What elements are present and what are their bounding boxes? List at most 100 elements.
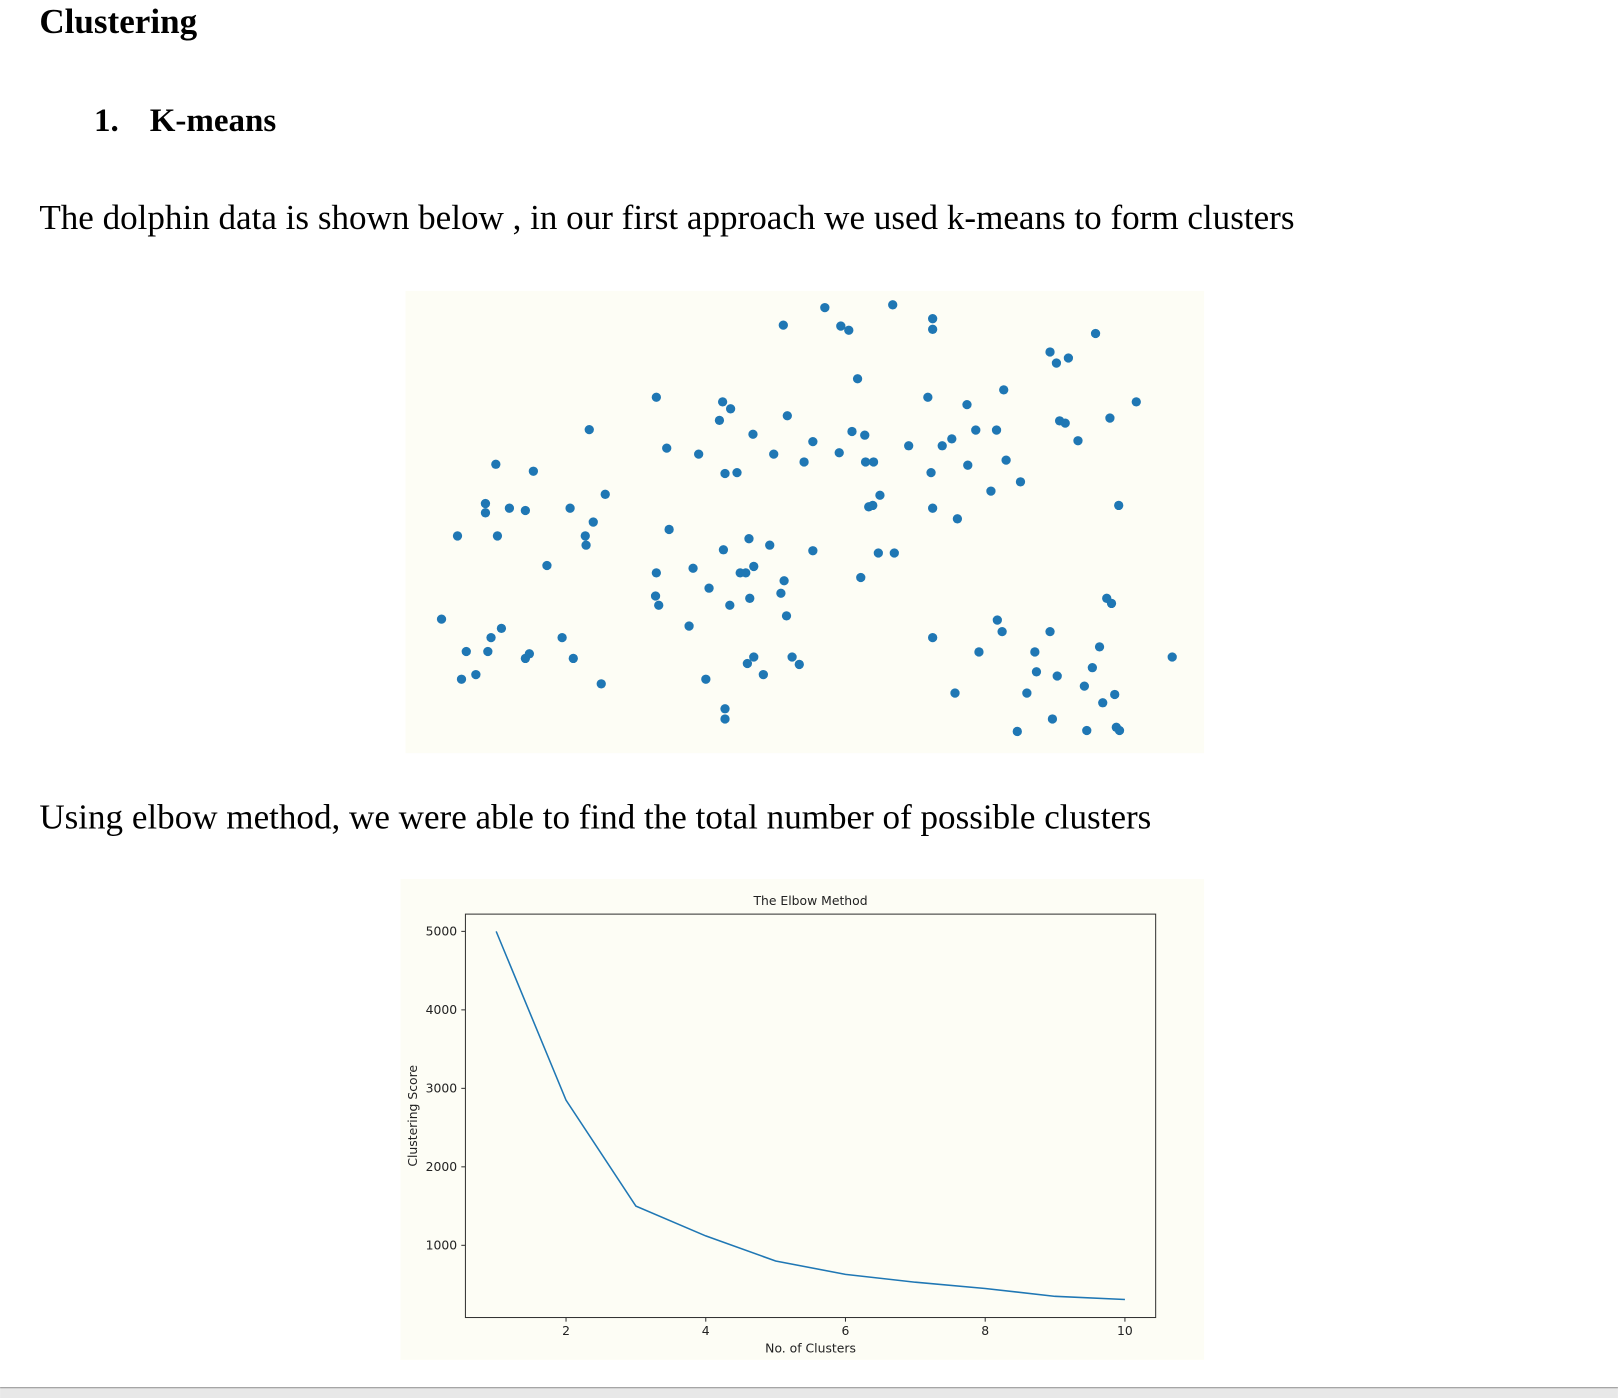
point xyxy=(732,467,742,478)
chart-title: The Elbow Method xyxy=(752,894,867,908)
point xyxy=(856,572,866,583)
point xyxy=(436,614,447,624)
point xyxy=(720,468,730,479)
point xyxy=(952,514,963,524)
point xyxy=(778,320,788,330)
x-tick-label: 4 xyxy=(702,1324,710,1338)
paragraph: The dolphin data is shown below , in our… xyxy=(39,198,1294,237)
point xyxy=(483,646,493,657)
point xyxy=(1047,714,1058,724)
point xyxy=(725,404,736,414)
y-tick-label: 2000 xyxy=(426,1160,458,1174)
point xyxy=(1063,353,1074,363)
point xyxy=(758,669,768,680)
chart-background xyxy=(405,290,1205,754)
point xyxy=(847,426,857,437)
point xyxy=(779,576,789,586)
chart-background xyxy=(400,879,1205,1360)
point xyxy=(745,593,755,603)
point xyxy=(1090,328,1101,339)
point xyxy=(584,424,594,435)
point xyxy=(1087,663,1097,673)
point xyxy=(720,714,730,724)
point xyxy=(852,374,863,384)
point xyxy=(542,560,552,571)
point xyxy=(782,411,792,421)
point xyxy=(654,600,664,610)
point xyxy=(651,568,661,578)
point xyxy=(769,449,779,459)
point xyxy=(565,503,575,513)
point xyxy=(704,583,714,593)
point xyxy=(1167,652,1177,662)
point xyxy=(1060,418,1070,428)
point xyxy=(748,429,758,439)
point xyxy=(781,611,792,621)
point xyxy=(765,540,775,550)
point xyxy=(491,459,501,469)
point xyxy=(1110,689,1120,700)
point xyxy=(808,436,818,447)
point xyxy=(471,669,481,680)
point xyxy=(557,632,567,643)
point xyxy=(836,321,846,331)
point xyxy=(844,325,854,335)
point xyxy=(720,704,730,714)
point xyxy=(950,688,960,698)
point xyxy=(926,467,936,478)
point xyxy=(694,449,704,459)
point xyxy=(1114,500,1124,511)
point xyxy=(794,659,804,670)
y-axis-label: Clustering Score xyxy=(406,1065,420,1167)
point xyxy=(456,674,467,684)
point xyxy=(496,623,507,634)
x-tick-label: 8 xyxy=(981,1324,989,1338)
point xyxy=(928,314,938,324)
point xyxy=(581,540,591,550)
point xyxy=(1114,725,1125,736)
point xyxy=(947,434,957,444)
point xyxy=(1131,397,1141,407)
list-number: 1. xyxy=(94,103,119,139)
point xyxy=(928,324,938,334)
point xyxy=(568,653,578,664)
point xyxy=(889,548,899,558)
point xyxy=(997,626,1007,637)
point xyxy=(749,652,759,662)
y-tick-label: 4000 xyxy=(426,1003,458,1017)
point xyxy=(749,561,759,572)
point xyxy=(1030,647,1040,657)
point xyxy=(1082,725,1092,736)
point xyxy=(520,505,531,516)
point xyxy=(963,460,973,470)
point xyxy=(688,563,698,573)
point xyxy=(684,621,694,631)
point xyxy=(999,385,1009,395)
point xyxy=(888,300,898,310)
point xyxy=(873,548,883,558)
point xyxy=(1001,455,1011,465)
point xyxy=(1073,436,1083,446)
point xyxy=(492,531,503,541)
point xyxy=(718,545,729,555)
point xyxy=(1098,698,1108,708)
point xyxy=(1052,671,1062,681)
point xyxy=(480,508,491,518)
list-text: K-means xyxy=(150,103,277,139)
point xyxy=(808,546,818,556)
point xyxy=(664,524,674,535)
point xyxy=(480,498,491,509)
point xyxy=(904,441,914,451)
point xyxy=(937,441,947,451)
plot-frame xyxy=(464,913,1157,1319)
point xyxy=(588,517,598,527)
point xyxy=(1045,347,1055,357)
line xyxy=(495,931,1125,1301)
point xyxy=(860,457,871,467)
point xyxy=(742,658,753,669)
point xyxy=(725,600,735,610)
point xyxy=(1015,477,1026,487)
point xyxy=(928,503,938,513)
point xyxy=(452,531,463,541)
point xyxy=(714,415,725,426)
